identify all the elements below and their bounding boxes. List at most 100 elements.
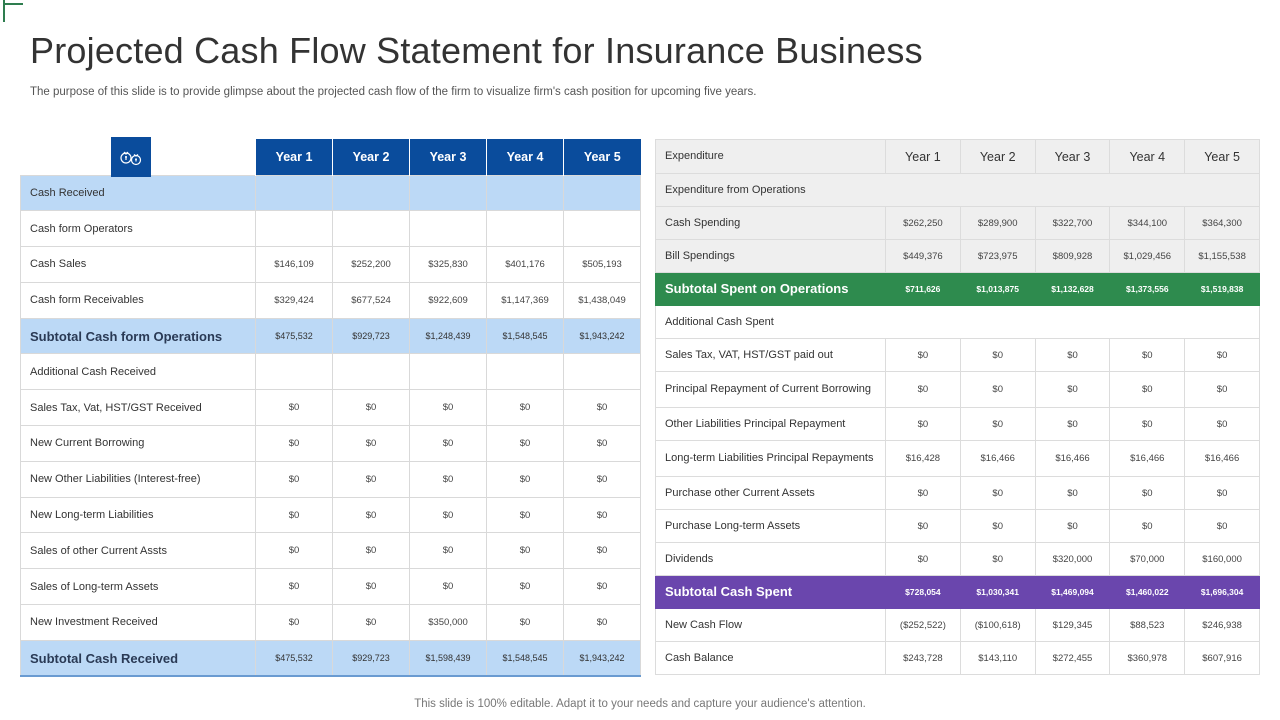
cell-year-1: $0 [885, 371, 961, 408]
year-4-header: Year 4 [486, 139, 564, 175]
cell-year-5: $246,938 [1184, 608, 1260, 642]
cell-year-4: $16,466 [1109, 440, 1186, 477]
cell-year-3: $16,466 [1034, 440, 1111, 477]
expenditure-header: Expenditure [655, 139, 886, 174]
row-label-cash-form-operators: Cash form Operators [20, 210, 256, 248]
cell-year-3: $350,000 [409, 604, 487, 641]
row-label-cash-spending: Cash Spending [655, 206, 886, 240]
cell-year-2: $0 [332, 604, 410, 641]
row-label-sales-tax-vat-hst-gst-received: Sales Tax, Vat, HST/GST Received [20, 389, 256, 427]
cell-year-4: $344,100 [1109, 206, 1186, 240]
cell-year-4: $0 [486, 496, 564, 534]
row-label-new-current-borrowing: New Current Borrowing [20, 425, 256, 462]
year-1-header: Year 1 [885, 139, 961, 174]
cell-year-4: $360,978 [1109, 641, 1186, 675]
cell-year-3: $129,345 [1034, 608, 1111, 642]
cell-year-4: $0 [1109, 509, 1186, 543]
cell-year-1: $0 [255, 460, 333, 498]
cell-year-2: $1,013,875 [959, 272, 1036, 306]
table-row: Sales of other Current Assts $0 $0 $0 $0 $0 [20, 532, 641, 570]
cell-year-1: $16,428 [885, 440, 961, 477]
cell-year-5: $1,943,242 [563, 317, 641, 355]
cell-year-3: $0 [409, 425, 487, 462]
table-row: New Cash Flow ($252,522) ($100,618) $129,34… [655, 608, 1260, 642]
cell-year-3: $0 [1034, 476, 1111, 510]
cell-year-2: $677,524 [332, 281, 410, 319]
cell-year-1: $146,109 [255, 246, 333, 283]
cell-year-2: $0 [332, 568, 410, 606]
table-row: Cash Received [20, 174, 641, 212]
cell-year-2: $0 [332, 460, 410, 498]
cell-year-1: $0 [885, 338, 961, 372]
cell-year-4: $0 [1109, 338, 1186, 372]
cell-year-5: $0 [1184, 338, 1260, 372]
table-row: Bill Spendings $449,376 $723,975 $809,928 $1… [655, 239, 1260, 273]
cell-year-3: $0 [1034, 338, 1111, 372]
table-row: Sales Tax, VAT, HST/GST paid out $0 $0 $0 $0… [655, 338, 1260, 372]
cell-year-4: $1,147,369 [486, 281, 564, 319]
cell-year-5: $0 [1184, 371, 1260, 408]
cell-year-5: $1,438,049 [563, 281, 641, 319]
cell-year-5: $0 [563, 604, 641, 641]
table-row: Cash Spending $262,250 $289,900 $322,700 $34… [655, 206, 1260, 240]
year-1-header: Year 1 [255, 139, 333, 175]
cell-year-5: $1,943,242 [563, 639, 641, 678]
cell-year-4: $1,548,545 [486, 639, 564, 678]
cell-year-3: $0 [409, 460, 487, 498]
cell-year-1 [255, 174, 333, 212]
cell-year-1 [255, 210, 333, 248]
cell-year-2: $0 [959, 509, 1036, 543]
cell-year-2: $289,900 [959, 206, 1036, 240]
expenditure-table-body: Expenditure from Operations Cash Spending… [655, 173, 1260, 675]
row-label-dividends: Dividends [655, 542, 886, 576]
cell-year-5 [563, 174, 641, 212]
row-label-new-long-term-liabilities: New Long-term Liabilities [20, 496, 256, 534]
table-row: New Other Liabilities (Interest-free) $0 $… [20, 460, 641, 498]
table-row: Purchase other Current Assets $0 $0 $0 $0 $0 [655, 476, 1260, 510]
cell-year-2: $0 [959, 371, 1036, 408]
cell-year-4: $0 [486, 568, 564, 606]
cell-year-3: $322,700 [1034, 206, 1111, 240]
cell-year-1: $711,626 [885, 272, 961, 306]
table-row: Principal Repayment of Current Borrowing… [655, 371, 1260, 408]
table-row: Long-term Liabilities Principal Repaymen… [655, 440, 1260, 477]
table-row: Subtotal Cash Spent $728,054 $1,030,341 $1,… [655, 575, 1260, 609]
cell-year-5: $505,193 [563, 246, 641, 283]
expenditure-table-wrap: Expenditure Year 1 Year 2 Year 3 Year 4 … [655, 139, 1260, 675]
cell-year-3: $0 [409, 532, 487, 570]
cell-year-3: $0 [1034, 371, 1111, 408]
cell-year-4 [486, 353, 564, 391]
cell-year-5: $607,916 [1184, 641, 1260, 675]
footer-note: This slide is 100% editable. Adapt it to… [414, 698, 866, 710]
table-row: Cash form Operators [20, 210, 641, 248]
cell-year-4: $70,000 [1109, 542, 1186, 576]
cell-year-2: $0 [332, 425, 410, 462]
cell-year-3: $0 [409, 389, 487, 427]
row-label-other-liabilities-principal-repayment: Other Liabilities Principal Repayment [655, 407, 886, 441]
cell-year-2: $1,030,341 [959, 575, 1036, 609]
cell-year-1: $0 [885, 509, 961, 543]
cell-year-4 [486, 210, 564, 248]
cell-year-3: $922,609 [409, 281, 487, 319]
cell-year-5: $160,000 [1184, 542, 1260, 576]
year-5-header: Year 5 [1184, 139, 1260, 174]
page-title: Projected Cash Flow Statement for Insura… [30, 30, 923, 71]
cell-year-2: $723,975 [959, 239, 1036, 273]
cell-year-2: $0 [959, 542, 1036, 576]
cell-year-2: $0 [332, 532, 410, 570]
cell-year-5: $0 [563, 568, 641, 606]
cell-year-4: $1,548,545 [486, 317, 564, 355]
row-label-purchase-long-term-assets: Purchase Long-term Assets [655, 509, 886, 543]
table-row: Sales Tax, Vat, HST/GST Received $0 $0 $0 $0… [20, 389, 641, 427]
table-header-row: Expenditure Year 1 Year 2 Year 3 Year 4 … [655, 139, 1260, 174]
cell-year-1: $329,424 [255, 281, 333, 319]
cell-year-3: $1,598,439 [409, 639, 487, 678]
cell-year-3: $0 [1034, 509, 1111, 543]
cell-year-5: $0 [1184, 407, 1260, 441]
table-row: New Long-term Liabilities $0 $0 $0 $0 $0 [20, 496, 641, 534]
year-3-header: Year 3 [409, 139, 487, 175]
cell-year-5: $0 [563, 460, 641, 498]
cell-year-1: $0 [255, 496, 333, 534]
cell-year-2: $143,110 [959, 641, 1036, 675]
table-row: Dividends $0 $0 $320,000 $70,000 $160,000 [655, 542, 1260, 576]
